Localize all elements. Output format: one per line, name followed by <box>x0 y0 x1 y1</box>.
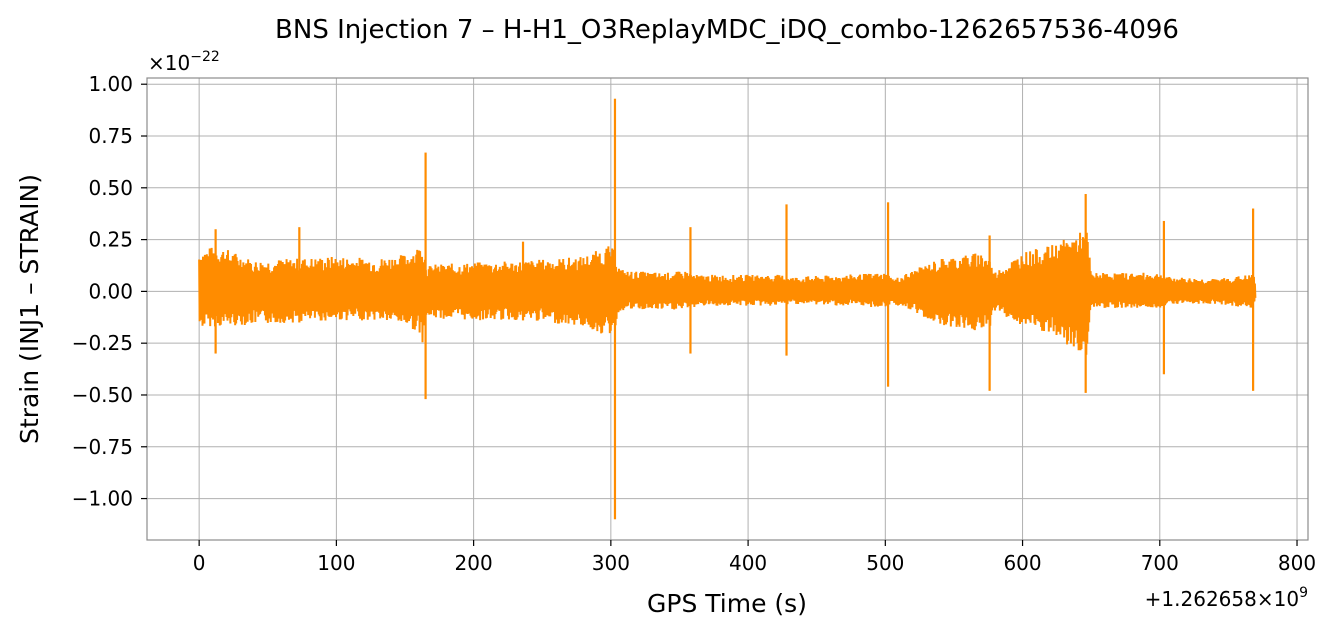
x-tick-label: 400 <box>729 551 767 575</box>
tick-layer: 0 100 200 300 400 500 600 700 800 1.00 0.75 0.50 0.2… <box>72 72 1316 575</box>
strain-spike <box>1252 208 1255 391</box>
chart-title: BNS Injection 7 – H-H1_O3ReplayMDC_iDQ_c… <box>275 15 1179 45</box>
y-scale-exponent: −22 <box>190 49 220 65</box>
strain-spike <box>613 98 617 520</box>
y-scale-label: ×10−22 <box>148 49 220 75</box>
strain-spike <box>424 152 427 400</box>
strain-spike <box>1084 194 1087 393</box>
y-tick-label: −1.00 <box>72 487 133 511</box>
strain-spike <box>298 227 301 323</box>
strain-spike <box>785 204 788 356</box>
y-tick-label: 1.00 <box>88 72 133 96</box>
x-tick-label: 700 <box>1141 551 1179 575</box>
x-tick-label: 100 <box>317 551 355 575</box>
y-tick-label: 0.75 <box>88 124 133 148</box>
strain-spike <box>988 235 991 391</box>
strain-series-line <box>198 232 1257 355</box>
x-offset-base: +1.262658×10 <box>1145 587 1299 611</box>
strain-spike <box>521 241 525 321</box>
y-tick-label: 0.50 <box>88 176 133 200</box>
x-tick-label: 200 <box>455 551 493 575</box>
y-tick-label: −0.50 <box>72 383 133 407</box>
y-tick-label: 0.25 <box>88 228 133 252</box>
data-layer <box>198 98 1257 520</box>
x-tick-label: 800 <box>1278 551 1316 575</box>
x-offset-exponent: 9 <box>1299 585 1308 601</box>
y-tick-label: 0.00 <box>88 279 133 303</box>
x-tick-label: 500 <box>866 551 904 575</box>
y-tick-label: −0.75 <box>72 435 133 459</box>
x-offset-label: +1.262658×109 <box>1145 585 1308 611</box>
y-tick-label: −0.25 <box>72 331 133 355</box>
y-axis-label: Strain (INJ1 – STRAIN) <box>15 174 44 444</box>
x-axis-label: GPS Time (s) <box>647 589 807 618</box>
x-tick-label: 300 <box>592 551 630 575</box>
strain-spike <box>886 202 890 387</box>
x-tick-label: 0 <box>193 551 206 575</box>
strain-spike <box>214 229 217 354</box>
y-scale-base: ×10 <box>148 51 190 75</box>
x-tick-label: 600 <box>1003 551 1041 575</box>
strain-spike <box>1162 220 1166 375</box>
plot-frame <box>146 77 1309 541</box>
strain-spike <box>689 227 692 354</box>
